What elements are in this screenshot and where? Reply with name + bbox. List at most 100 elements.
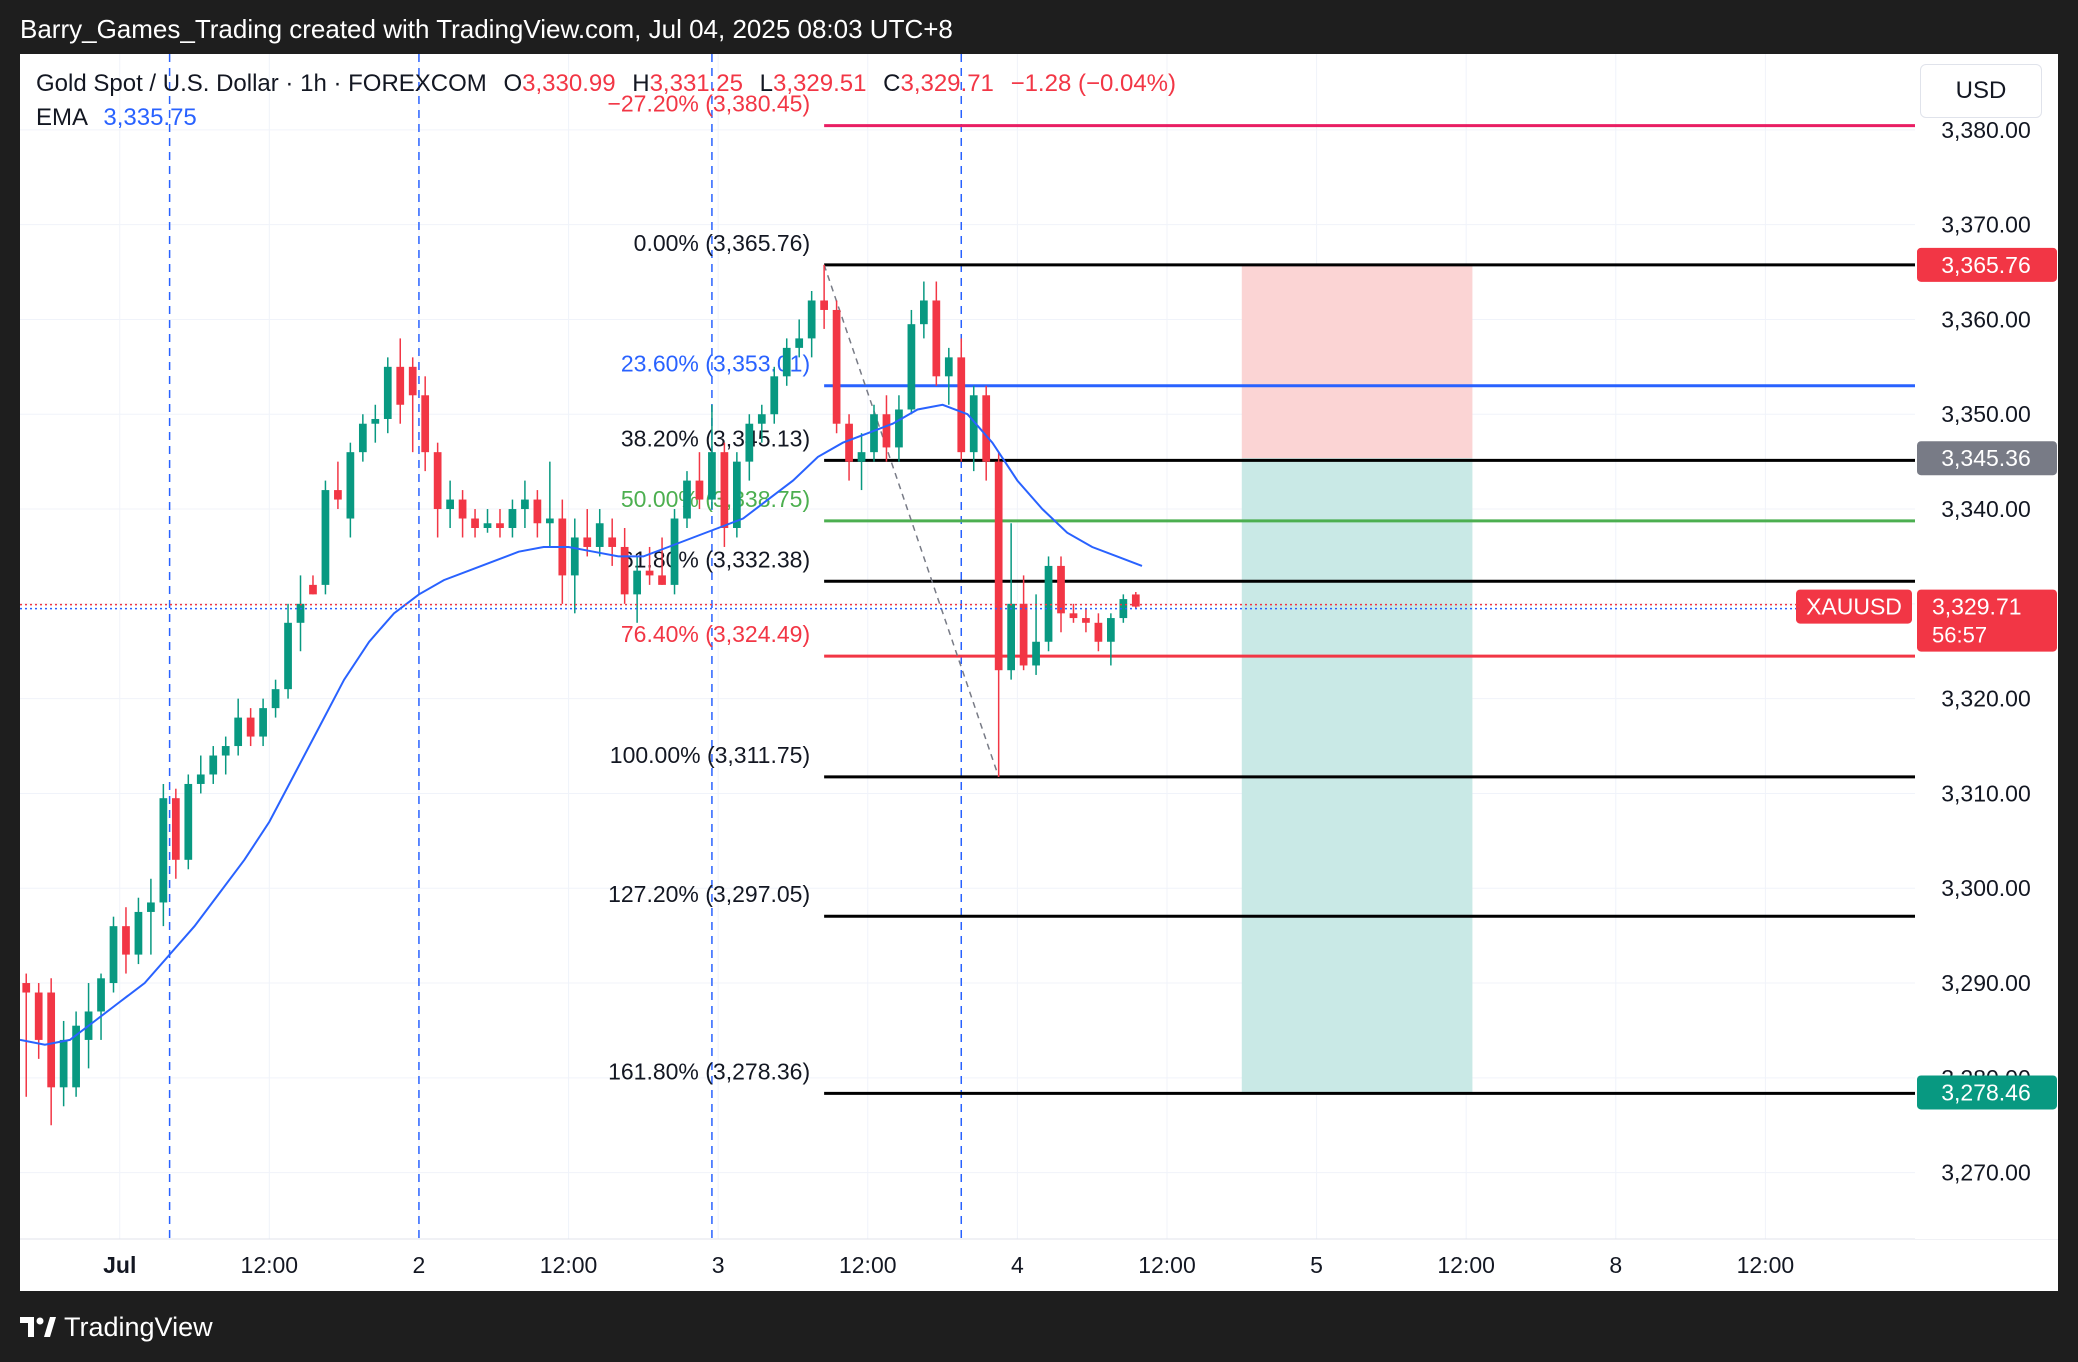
candle-body <box>820 300 828 310</box>
candle-body <box>633 570 641 595</box>
chart-panel[interactable]: −27.20% (3,380.45) 0.00% (3,365.76) 23.60%… <box>20 54 2058 1291</box>
candle-body <box>832 309 841 424</box>
candle-body <box>296 603 305 623</box>
price-chart[interactable]: −27.20% (3,380.45) 0.00% (3,365.76) 23.60%… <box>20 54 2058 1291</box>
candle-body <box>358 423 367 453</box>
time-tick-label: 12:00 <box>1138 1252 1196 1278</box>
candle-body <box>608 537 617 547</box>
symbol-legend[interactable]: Gold Spot / U.S. Dollar · 1h · FOREXCOM … <box>36 70 1176 98</box>
fib-level-label: 61.80% (3,332.38) <box>621 546 810 572</box>
price-label-text: 3,365.76 <box>1941 252 2031 278</box>
chart-caption: Barry_Games_Trading created with Trading… <box>20 14 953 44</box>
candle-body <box>583 537 592 547</box>
candle-body <box>845 423 853 462</box>
fib-retracement: −27.20% (3,380.45) 0.00% (3,365.76) 23.60%… <box>607 91 1978 1095</box>
candle-body <box>1069 613 1078 619</box>
candle-body <box>221 746 230 756</box>
candle-body <box>907 324 916 410</box>
candle-body <box>34 992 43 1040</box>
time-axis: Jul 12:00 2 12:00 3 12:00 4 12:00 5 12:00 8 12:00 <box>103 1252 1794 1278</box>
fib-level-label: 0.00% (3,365.76) <box>634 230 810 256</box>
candle-body <box>895 409 903 448</box>
candle-body <box>1119 599 1128 619</box>
price-label-box <box>1917 441 2057 476</box>
candle-body <box>284 622 292 690</box>
fib-level-label: 161.80% (3,278.36) <box>608 1058 810 1084</box>
candle-body <box>994 461 1003 671</box>
currency-button[interactable]: USD <box>1920 64 2042 118</box>
price-label-box <box>1917 1075 2057 1110</box>
tradingview-brand[interactable]: TradingView <box>20 1312 213 1343</box>
candle-body <box>159 798 168 903</box>
candle-body <box>196 774 205 784</box>
candle-body <box>109 926 118 984</box>
candle-body <box>969 395 978 453</box>
candle-body <box>421 395 430 453</box>
candle-body <box>720 452 729 528</box>
candle-body <box>446 499 454 510</box>
candle-body <box>1044 565 1053 642</box>
ema-label[interactable]: EMA <box>36 104 87 131</box>
fib-trend-line <box>823 264 1000 778</box>
open-label: O <box>503 70 523 97</box>
candle-body <box>570 537 579 576</box>
price-tick-label: 3,350.00 <box>1941 401 2031 427</box>
current-price-text: 3,329.71 <box>1932 594 2022 620</box>
change-value: −1.28 (−0.04%) <box>1010 70 1177 97</box>
candle-body <box>1107 618 1115 642</box>
low-label: L <box>759 70 774 97</box>
candle-body <box>683 480 691 519</box>
symbol-title[interactable]: Gold Spot / U.S. Dollar · 1h · FOREXCOM <box>36 70 487 97</box>
vertical-markers <box>168 54 963 1239</box>
fib-level-label: −27.20% (3,380.45) <box>607 91 810 117</box>
time-tick-label: 12:00 <box>540 1252 598 1278</box>
candle-body <box>408 366 417 396</box>
candle-body <box>645 570 654 576</box>
candle-body <box>1094 622 1103 642</box>
close-value: 3,329.71 <box>900 70 994 97</box>
fib-level-label: 23.60% (3,353.01) <box>621 351 810 377</box>
fib-level-label: 76.40% (3,324.49) <box>621 621 810 647</box>
candle-body <box>982 395 991 462</box>
candle-body <box>807 300 816 339</box>
high-value: 3,331.25 <box>649 70 743 97</box>
candle-body <box>732 461 741 528</box>
candle-body <box>857 452 866 462</box>
ema-line <box>20 403 1143 1046</box>
candle-body <box>72 1025 80 1088</box>
candle-body <box>795 338 804 348</box>
price-label-box <box>1917 247 2057 282</box>
close-label: C <box>883 70 901 97</box>
high-label: H <box>632 70 650 97</box>
candle-body <box>1019 603 1028 666</box>
candle-body <box>134 911 143 955</box>
price-tick-label: 3,380.00 <box>1941 117 2031 143</box>
candle-body <box>483 523 492 528</box>
fib-level-label: 38.20% (3,345.13) <box>621 425 810 451</box>
candle-body <box>59 1039 68 1088</box>
price-tick-label: 3,290.00 <box>1941 970 2031 996</box>
candle-body <box>458 499 467 519</box>
brand-name: TradingView <box>64 1312 213 1342</box>
price-tick-label: 3,360.00 <box>1941 306 2031 332</box>
candle-body <box>234 717 243 747</box>
candle-body <box>882 414 891 448</box>
candle-body <box>47 992 56 1088</box>
fib-level-label: 127.20% (3,297.05) <box>608 881 810 907</box>
ema-layer <box>20 403 1143 1046</box>
fib-level-label: 100.00% (3,311.75) <box>610 742 810 768</box>
price-label-text: 3,278.46 <box>1941 1079 2031 1105</box>
price-tick-label: 3,320.00 <box>1941 686 2031 712</box>
candle-body <box>932 300 941 377</box>
open-value: 3,330.99 <box>522 70 616 97</box>
candle-body <box>433 452 442 510</box>
candle-body <box>259 708 267 737</box>
time-tick-label: 12:00 <box>1437 1252 1495 1278</box>
candle-body <box>496 523 504 528</box>
candle-body <box>533 499 542 524</box>
candle-body <box>1131 594 1140 607</box>
candle-body <box>595 523 604 547</box>
candle-body <box>184 783 193 860</box>
candle-body <box>508 509 517 528</box>
ema-legend[interactable]: EMA 3,335.75 <box>36 104 197 132</box>
